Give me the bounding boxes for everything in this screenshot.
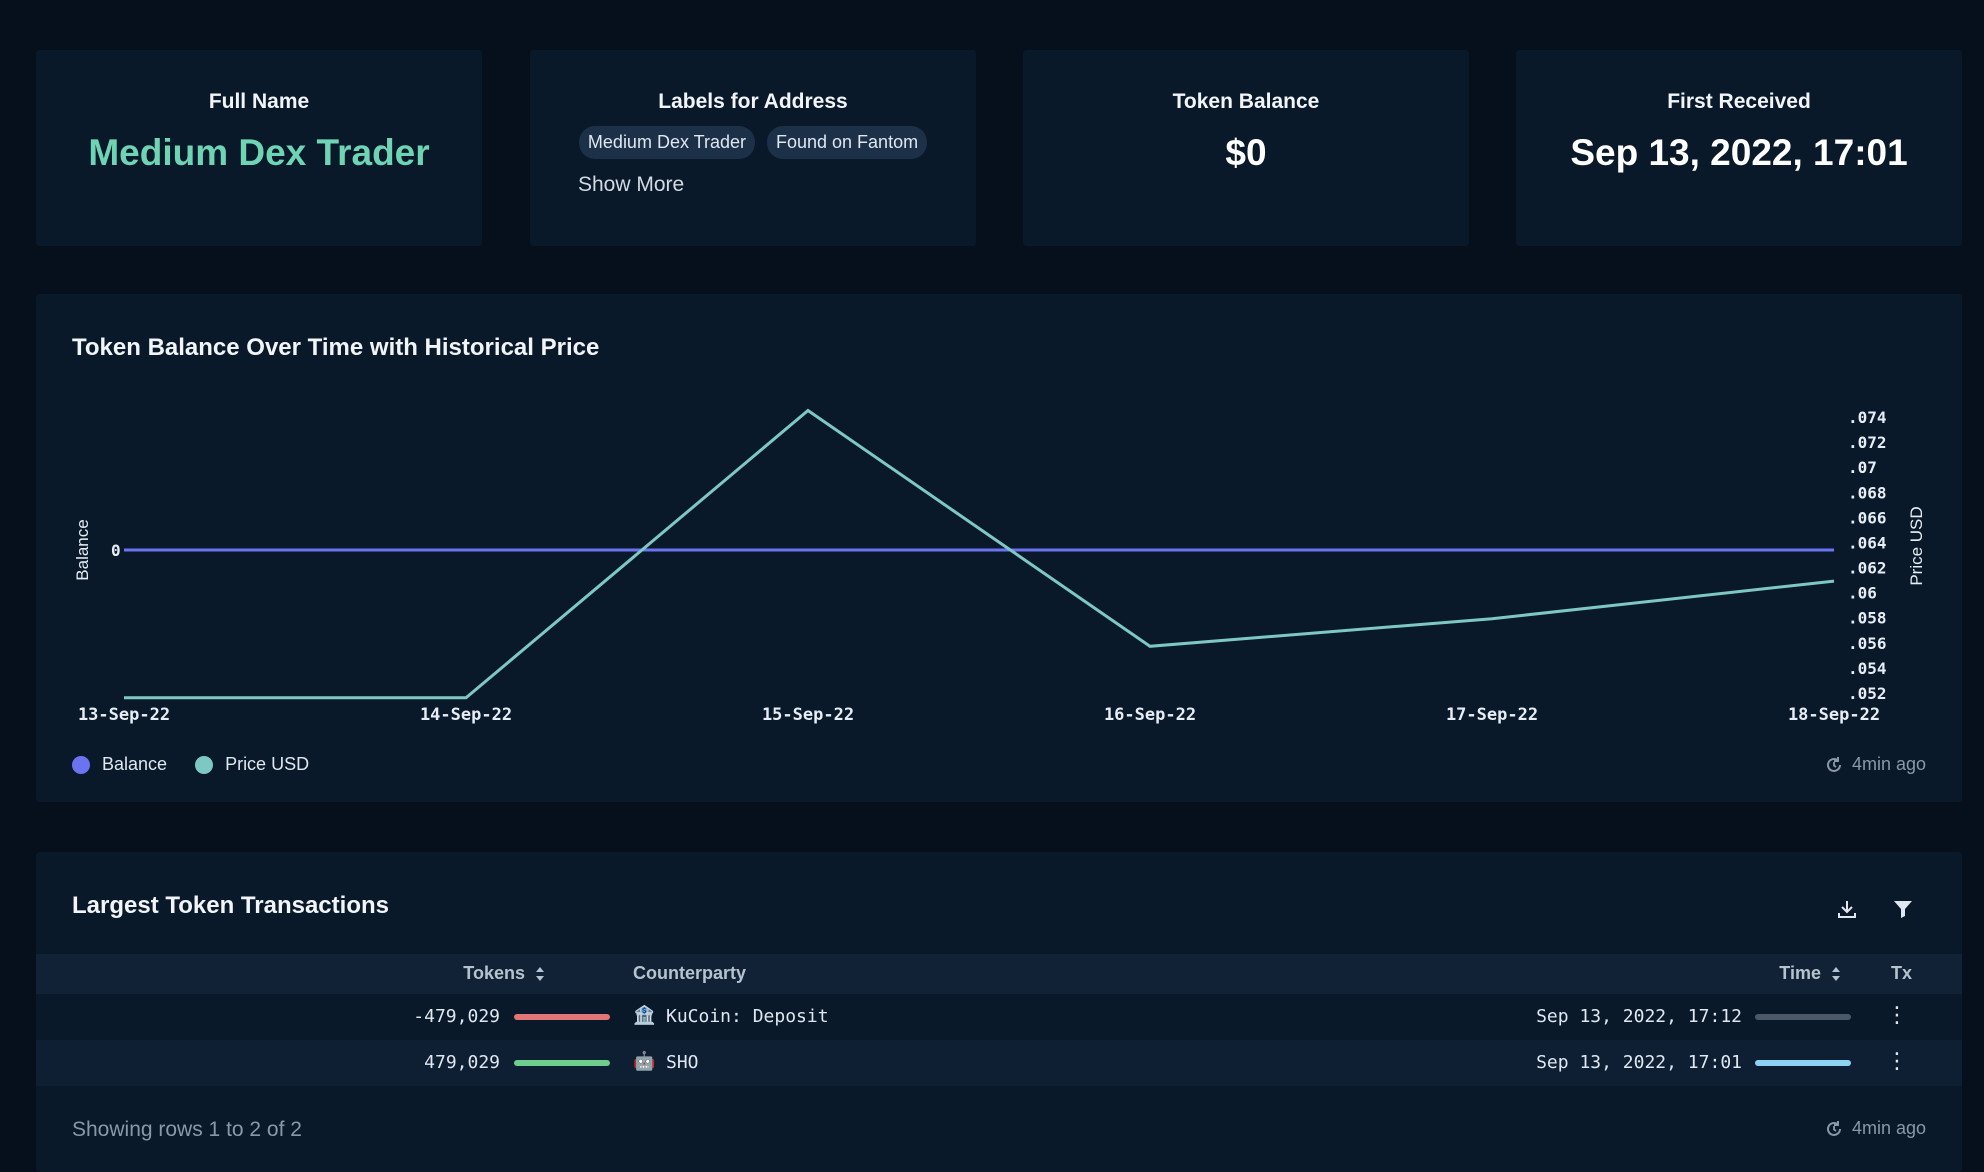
y-right-tick: .07 [1848, 458, 1877, 477]
price-series-line [124, 408, 1835, 700]
table-updated: 4min ago [1824, 1118, 1926, 1139]
y-right-tick: .064 [1848, 533, 1887, 552]
y-right-axis-label: Price USD [1907, 506, 1926, 585]
y-right-tick: .074 [1848, 408, 1887, 427]
legend-price-swatch [195, 755, 214, 774]
column-tokens[interactable]: Tokens [463, 963, 546, 984]
legend-balance-swatch [72, 755, 90, 774]
legend-price-label: Price USD [225, 754, 310, 774]
table-updated-text: 4min ago [1851, 1118, 1926, 1138]
x-tick-label: 17-Sep-22 [1446, 705, 1538, 725]
row-menu-icon[interactable]: ⋮ [1886, 1002, 1908, 1027]
y-left-tick: 0 [111, 541, 121, 560]
row-time-bar [1755, 1060, 1851, 1066]
token-balance-card: Token Balance $0 [1023, 50, 1469, 246]
row-time: Sep 13, 2022, 17:01 [1536, 1052, 1742, 1073]
refresh-clock-icon [1826, 756, 1841, 772]
full-name-label: Full Name [208, 90, 310, 113]
row-counterparty[interactable]: KuCoin: Deposit [666, 1006, 829, 1027]
legend-balance-label: Balance [102, 754, 168, 774]
download-button[interactable] [1832, 894, 1862, 924]
column-tokens-label: Tokens [463, 963, 525, 983]
label-pills: Medium Dex Trader Found on Fantom [530, 126, 976, 159]
filter-icon [1894, 901, 1912, 918]
row-menu-icon[interactable]: ⋮ [1886, 1048, 1908, 1073]
y-right-tick: .072 [1848, 433, 1887, 452]
y-left-axis-label: Balance [73, 519, 92, 580]
balance-price-chart: 0 Balance .074 .072 .07 .068 .066 .064 .062 .06 .0… [73, 408, 1926, 725]
table-row[interactable]: -479,029 🏦 KuCoin: Deposit Sep 13, 2022,… [36, 994, 1962, 1040]
y-right-tick: .054 [1848, 659, 1887, 678]
label-pill-found-on-fantom[interactable]: Found on Fantom [766, 126, 928, 159]
y-right-tick: .062 [1848, 559, 1887, 578]
full-name-value: Medium Dex Trader [88, 132, 430, 173]
full-name-card: Full Name Medium Dex Trader [36, 50, 482, 246]
table-header: Tokens Counterparty Time Tx [36, 954, 1962, 994]
labels-label: Labels for Address [658, 90, 848, 113]
table-title: Largest Token Transactions [72, 892, 389, 919]
row-tokens-bar [514, 1014, 610, 1020]
y-right-tick: .058 [1848, 609, 1887, 628]
chart-title: Token Balance Over Time with Historical … [72, 334, 600, 361]
show-more-link[interactable]: Show More [578, 173, 685, 196]
x-tick-label: 14-Sep-22 [420, 705, 512, 725]
row-tokens: -479,029 [413, 1006, 500, 1027]
pagination-info: Showing rows 1 to 2 of 2 [72, 1118, 302, 1141]
row-counterparty-icon: 🏦 [633, 1005, 656, 1025]
first-received-label: First Received [1667, 90, 1811, 113]
chart-legend: Balance Price USD [72, 754, 309, 775]
chart-updated: 4min ago [1824, 754, 1926, 775]
legend-price[interactable]: Price USD [195, 754, 309, 775]
column-counterparty: Counterparty [633, 963, 747, 983]
row-time-bar [1755, 1014, 1851, 1020]
table-row[interactable]: 479,029 🤖 SHO Sep 13, 2022, 17:01 ⋮ [36, 1040, 1962, 1086]
row-time: Sep 13, 2022, 17:12 [1536, 1006, 1742, 1027]
label-pill-medium-dex-trader[interactable]: Medium Dex Trader [578, 126, 755, 159]
filter-button[interactable] [1888, 894, 1918, 924]
y-right-tick: .052 [1848, 684, 1887, 703]
download-icon [1838, 901, 1856, 918]
largest-transactions-card: Largest Token Transactions Tokens Counte… [36, 852, 1962, 1172]
refresh-clock-icon [1826, 1120, 1841, 1136]
y-right-tick: .066 [1848, 508, 1887, 527]
labels-card: Labels for Address Medium Dex Trader Fou… [530, 50, 976, 246]
balance-chart-card: Token Balance Over Time with Historical … [36, 294, 1962, 802]
row-counterparty[interactable]: SHO [666, 1052, 699, 1073]
row-tokens-bar [514, 1060, 610, 1066]
first-received-card: First Received Sep 13, 2022, 17:01 [1516, 50, 1962, 246]
x-tick-label: 13-Sep-22 [78, 705, 170, 725]
legend-balance[interactable]: Balance [72, 754, 167, 775]
chart-updated-text: 4min ago [1851, 754, 1926, 774]
y-right-tick: .06 [1848, 584, 1877, 603]
first-received-value: Sep 13, 2022, 17:01 [1570, 132, 1908, 173]
column-time-label: Time [1779, 963, 1821, 983]
row-counterparty-icon: 🤖 [633, 1051, 656, 1071]
token-balance-value: $0 [1225, 132, 1267, 173]
x-tick-label: 16-Sep-22 [1104, 705, 1196, 725]
y-right-tick: .068 [1848, 483, 1887, 502]
sort-icon [1832, 967, 1840, 982]
x-tick-label: 18-Sep-22 [1788, 705, 1880, 725]
table-actions [1832, 894, 1918, 924]
row-tokens: 479,029 [424, 1052, 500, 1073]
sort-icon [536, 967, 544, 982]
column-time[interactable]: Time [1779, 963, 1842, 984]
x-tick-label: 15-Sep-22 [762, 705, 854, 725]
token-balance-label: Token Balance [1172, 90, 1320, 113]
y-right-tick: .056 [1848, 634, 1887, 653]
column-tx: Tx [1890, 963, 1912, 983]
